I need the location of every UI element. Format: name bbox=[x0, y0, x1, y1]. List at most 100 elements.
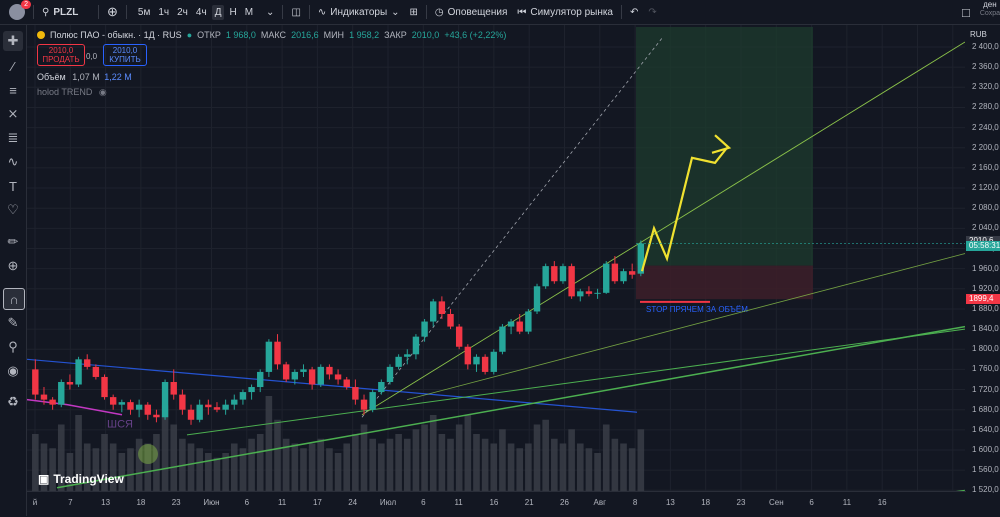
candle-body bbox=[542, 266, 549, 287]
chart-type-button[interactable]: ◫ bbox=[286, 0, 305, 24]
candle-body bbox=[568, 266, 575, 297]
compare-button[interactable]: ⊕ bbox=[102, 0, 123, 24]
candle-body bbox=[291, 371, 299, 380]
candle-body bbox=[559, 266, 567, 282]
timeframe-dropdown[interactable]: ⌄ bbox=[261, 0, 279, 24]
divider bbox=[125, 5, 127, 19]
replay-button[interactable]: ⏮ Симулятор рынка bbox=[512, 0, 618, 24]
volume-bar bbox=[611, 438, 619, 491]
volume-bar bbox=[421, 424, 428, 491]
candle-body bbox=[75, 359, 82, 385]
volume-bar bbox=[196, 448, 203, 491]
layout-name[interactable]: ден Сохра bbox=[975, 0, 1000, 24]
close-label: ЗАКР bbox=[384, 29, 407, 40]
candle-body bbox=[430, 301, 437, 322]
time-tick: Авг bbox=[593, 498, 607, 507]
symbol-search[interactable]: ⚲ PLZL bbox=[37, 0, 95, 24]
alerts-button[interactable]: ◷ Оповещения bbox=[430, 0, 512, 24]
crosshair-icon[interactable]: ✚ bbox=[3, 31, 23, 51]
sell-button[interactable]: 2010,0 ПРОДАТЬ bbox=[37, 44, 85, 66]
time-axis[interactable]: й 7 13 18 23 Июн 6 11 17 24 Июл 6 11 16 21 26 Авг 8 13 18 23… bbox=[27, 491, 966, 517]
fullscreen-button[interactable]: □ bbox=[957, 0, 975, 24]
divider bbox=[425, 5, 427, 19]
layouts-button[interactable]: ⊞ bbox=[405, 0, 423, 24]
ruler-icon[interactable]: ✏ bbox=[7, 234, 19, 249]
heart-icon[interactable]: ♡ bbox=[7, 202, 19, 217]
volume-bar bbox=[455, 424, 463, 491]
undo-button[interactable]: ↶ bbox=[625, 0, 643, 24]
profit-zone bbox=[636, 27, 813, 266]
magnet-icon[interactable]: ∩ bbox=[3, 288, 25, 310]
trend-line-icon[interactable]: ∕ bbox=[11, 58, 15, 74]
candle-body bbox=[222, 404, 229, 410]
candles-icon: ◫ bbox=[291, 6, 301, 18]
price-tick: 1 880,0 bbox=[972, 303, 999, 313]
candle-body bbox=[628, 271, 636, 275]
buy-button[interactable]: 2010,0 КУПИТЬ bbox=[103, 44, 147, 66]
timeframe-3[interactable]: 4ч bbox=[195, 6, 207, 18]
price-chart[interactable]: STOP ПРЯЧЕМ ЗА ОБЪЁМ ШСЯ bbox=[27, 25, 965, 491]
volume-value-1: 1,07 M bbox=[72, 72, 100, 82]
volume-bar bbox=[109, 443, 117, 491]
time-tick: 26 bbox=[560, 498, 569, 507]
avatar[interactable]: 2 bbox=[9, 0, 31, 20]
volume-bar bbox=[516, 448, 524, 491]
currency-label[interactable]: RUB bbox=[970, 30, 987, 39]
timeframe-4[interactable]: Д bbox=[211, 4, 225, 20]
volume-bar bbox=[170, 424, 178, 491]
candle-body bbox=[101, 376, 108, 398]
timeframe-group: 5м 1ч 2ч 4ч Д Н М bbox=[130, 0, 261, 24]
pencil-lock-icon[interactable]: ✎ bbox=[7, 315, 19, 330]
brush-icon[interactable]: ∿ bbox=[7, 154, 19, 169]
indicator-legend: holod TREND ◉ bbox=[37, 87, 107, 98]
divider bbox=[33, 5, 34, 19]
indicators-button[interactable]: ∿ Индикаторы ⌄ bbox=[313, 0, 405, 24]
save-label: Сохра bbox=[979, 10, 1000, 17]
timeframe-5[interactable]: Н bbox=[229, 6, 237, 18]
price-axis[interactable]: RUB 2 400,0 2 360,0 2 320,0 2 280,0 2 240,0 2… bbox=[966, 25, 1000, 494]
time-tick: 17 bbox=[312, 498, 322, 507]
zoom-icon[interactable]: ⊕ bbox=[7, 258, 19, 273]
timeframe-6[interactable]: М bbox=[244, 6, 254, 18]
candle-body bbox=[637, 243, 645, 274]
volume-bar bbox=[265, 396, 273, 491]
eye-icon[interactable]: ◉ bbox=[98, 87, 107, 97]
symbol-title[interactable]: Полюс ПАО - обыкн. · 1Д · RUS bbox=[50, 29, 182, 40]
pattern-icon[interactable]: ⨯ bbox=[7, 106, 19, 121]
volume-bar bbox=[369, 438, 376, 491]
candle-body bbox=[464, 346, 472, 365]
timeframe-1[interactable]: 1ч bbox=[158, 6, 170, 18]
trash-icon[interactable]: ♻ bbox=[7, 394, 19, 409]
volume-bar bbox=[559, 443, 567, 491]
stop-annotation: STOP ПРЯЧЕМ ЗА ОБЪЁМ bbox=[646, 305, 748, 314]
forecast-icon[interactable]: ≣ bbox=[7, 130, 19, 145]
volume-bar bbox=[343, 443, 351, 491]
buy-price: 2010,0 bbox=[112, 46, 138, 55]
candle-body bbox=[308, 369, 316, 385]
chart-legend: Полюс ПАО - обыкн. · 1Д · RUS ● ОТКР 1 96… bbox=[37, 28, 506, 41]
volume-bar bbox=[334, 453, 342, 491]
candle-body bbox=[533, 286, 541, 312]
candle-body bbox=[551, 266, 558, 282]
candle-body bbox=[481, 356, 489, 372]
candle-body bbox=[378, 381, 385, 393]
text-icon[interactable]: T bbox=[9, 178, 17, 194]
volume-value-2: 1,22 M bbox=[104, 72, 132, 82]
lock-icon[interactable]: ⚲ bbox=[8, 339, 18, 354]
redo-button[interactable]: ↷ bbox=[643, 0, 661, 24]
candle-body bbox=[395, 356, 402, 367]
candle-body bbox=[179, 394, 186, 410]
search-icon: ⚲ bbox=[42, 6, 50, 18]
time-tick: 11 bbox=[842, 498, 852, 507]
user-menu[interactable]: 2 bbox=[0, 0, 31, 24]
volume-bar bbox=[40, 443, 48, 491]
timeframe-0[interactable]: 5м bbox=[137, 6, 151, 18]
volume-bar bbox=[222, 453, 229, 491]
fib-icon[interactable]: ≡ bbox=[9, 82, 17, 98]
price-tick: 1 640,0 bbox=[972, 424, 999, 434]
chevron-down-icon: ⌄ bbox=[266, 6, 275, 18]
indicator-label[interactable]: holod TREND bbox=[37, 87, 93, 97]
eye-icon[interactable]: ◉ bbox=[7, 363, 19, 378]
volume-bar bbox=[118, 453, 126, 491]
timeframe-2[interactable]: 2ч bbox=[177, 6, 188, 18]
